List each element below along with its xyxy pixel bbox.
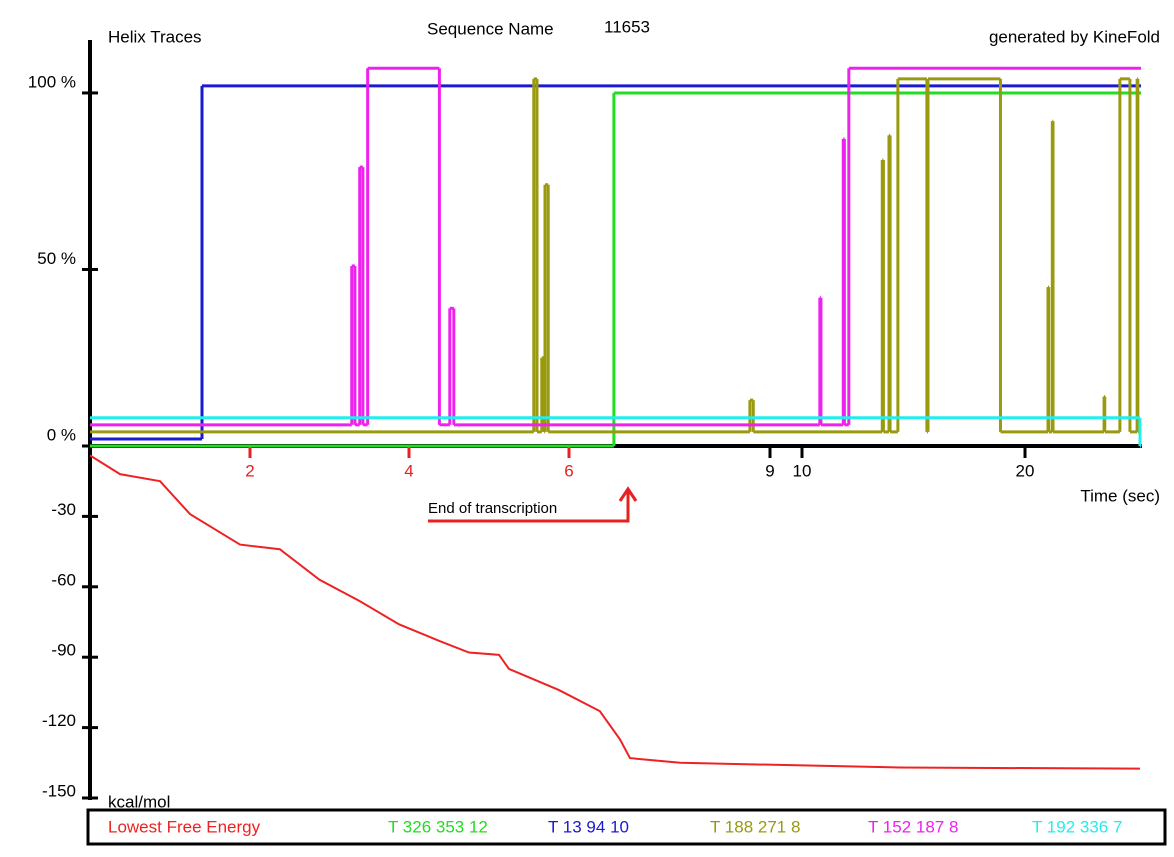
legend-box (86, 808, 1167, 846)
sequence-name: 11653 (604, 17, 650, 36)
x-tick-label: 10 (793, 461, 812, 480)
subtitle: Sequence Name (427, 19, 554, 38)
y-tick-label: 50 % (37, 249, 76, 268)
y-tick-label: -150 (42, 781, 76, 800)
x-tick-label: 9 (765, 461, 774, 480)
annotation: End of transcription (428, 500, 557, 517)
legend-entry: T 326 353 12 (388, 817, 488, 836)
y-tick-label: 0 % (47, 425, 76, 444)
chart-title: Helix Traces (108, 27, 202, 46)
x-tick-label: 2 (245, 461, 254, 480)
legend-entry: T 192 336 7 (1032, 817, 1122, 836)
y-tick-label: -30 (51, 500, 76, 519)
legend-entry: T 152 187 8 (868, 817, 958, 836)
x-tick-label: 4 (404, 461, 413, 480)
x-tick-label: 20 (1016, 461, 1035, 480)
credit: generated by KineFold (989, 27, 1160, 46)
x-axis-label: Time (sec) (1080, 486, 1160, 505)
y-tick-label: -90 (51, 641, 76, 660)
legend-entry: Lowest Free Energy (108, 817, 261, 836)
legend-entry: T 13 94 10 (548, 817, 629, 836)
y-axis-label: kcal/mol (108, 792, 170, 811)
legend-entry: T 188 271 8 (710, 817, 800, 836)
y-tick-label: -60 (51, 570, 76, 589)
y-tick-label: -120 (42, 711, 76, 730)
energy-line (89, 454, 1141, 770)
annotation-arrow (428, 486, 638, 523)
y-tick-label: 100 % (28, 72, 76, 91)
x-tick-label: 6 (564, 461, 573, 480)
